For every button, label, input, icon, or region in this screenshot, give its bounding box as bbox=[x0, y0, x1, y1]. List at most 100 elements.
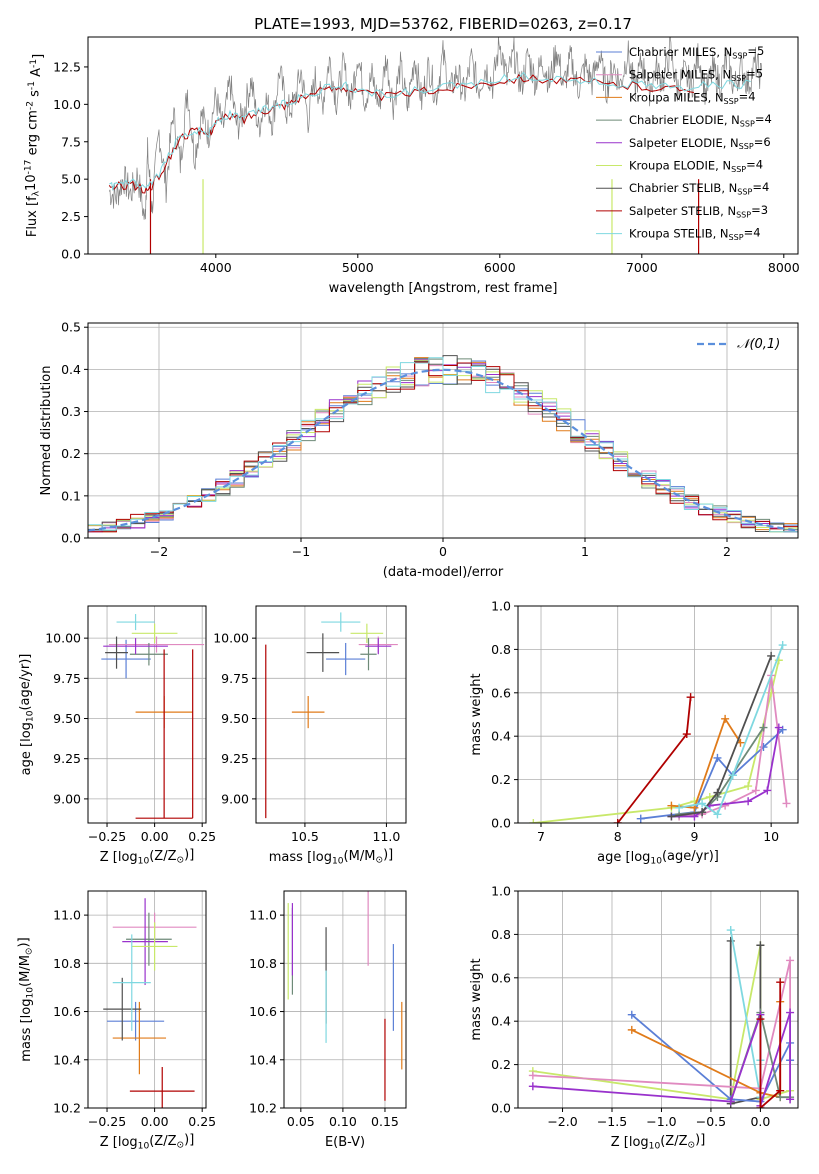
x-tick-label: 0.15 bbox=[371, 1114, 399, 1129]
plus-marker bbox=[778, 641, 787, 650]
plus-marker bbox=[667, 812, 676, 821]
normal-curve bbox=[88, 368, 798, 532]
plus-marker bbox=[726, 926, 735, 935]
axes-frame bbox=[87, 890, 207, 1109]
x-tick-label: 5000 bbox=[342, 260, 374, 275]
errorbar-point bbox=[360, 638, 377, 671]
x-tick-label: 7 bbox=[537, 829, 545, 844]
y-axis-label: mass weight bbox=[469, 673, 484, 755]
y-tick-label: 10.6 bbox=[53, 1004, 81, 1019]
plot-area bbox=[256, 606, 406, 823]
y-tick-label: 0.0 bbox=[61, 247, 81, 262]
weight-line bbox=[759, 982, 782, 1108]
errorbar-point bbox=[306, 633, 340, 672]
errorbar-point bbox=[135, 649, 194, 819]
plus-marker bbox=[786, 956, 795, 965]
errorbar-point bbox=[131, 922, 178, 971]
age_vs_mass-axes: 10.5 11.0 9.00 9.25 9.50 9.75 10.00 mass [log10… bbox=[213, 605, 407, 867]
x-tick-label: 1 bbox=[581, 544, 589, 559]
axes-layer: 4000 5000 6000 7000 80000.02.55.07.510.012.5… bbox=[17, 36, 800, 1152]
legend-label: Chabrier ELODIE, NSSP​=4 bbox=[629, 112, 772, 128]
errorbar-point bbox=[326, 642, 366, 676]
plus-marker bbox=[686, 693, 695, 702]
plus-marker bbox=[782, 799, 791, 808]
plus-marker bbox=[767, 651, 776, 660]
plus-marker bbox=[786, 1008, 795, 1017]
plot-area bbox=[518, 891, 798, 1108]
plot-content bbox=[529, 641, 791, 823]
errorbar-point bbox=[365, 638, 392, 655]
residual_hist-axes: −2 −1 0 1 2 0.0 0.1 0.2 0.3 0.4 0.5 (data-model)/er… bbox=[39, 320, 799, 580]
plot-area bbox=[518, 606, 798, 823]
plus-marker bbox=[726, 1097, 735, 1106]
histogram-step bbox=[88, 357, 798, 533]
legend-label: Salpeter STELIB, NSSP​=3 bbox=[629, 203, 768, 219]
x-tick-label: −1.0 bbox=[646, 1114, 676, 1129]
y-tick-label: 0.1 bbox=[61, 488, 81, 503]
axes-frame bbox=[517, 890, 799, 1109]
plot-area bbox=[284, 891, 406, 1108]
x-axis-label: E(B-V) bbox=[325, 1135, 365, 1150]
x-tick-label: −0.25 bbox=[88, 1114, 126, 1129]
x-tick-label: −2 bbox=[150, 544, 168, 559]
legend-label: Kroupa MILES, NSSP​=4 bbox=[629, 89, 756, 105]
plus-marker bbox=[627, 1010, 636, 1019]
legend-label: Kroupa ELODIE, NSSP​=4 bbox=[629, 157, 763, 173]
y-tick-label: 10.6 bbox=[249, 1004, 277, 1019]
errorbar-point bbox=[350, 623, 384, 643]
x-axis-label: Z [log10​(Z/Z⊙​)] bbox=[100, 1133, 195, 1152]
y-tick-label: 1.0 bbox=[491, 599, 511, 614]
y-tick-label: 0.2 bbox=[491, 1057, 511, 1072]
y-tick-label: 10.4 bbox=[249, 1052, 277, 1067]
y-axis-label: mass weight bbox=[469, 958, 484, 1040]
plus-marker bbox=[682, 730, 691, 739]
errorbar-point bbox=[116, 614, 155, 631]
x-axis-label: age [log10​(age/yr)] bbox=[597, 849, 719, 867]
plus-marker bbox=[528, 1082, 537, 1091]
x-tick-label: −1.5 bbox=[597, 1114, 627, 1129]
y-tick-label: 0.4 bbox=[491, 729, 511, 744]
x-tick-label: −0.5 bbox=[696, 1114, 726, 1129]
x-tick-label: 0.00 bbox=[141, 1114, 169, 1129]
x-tick-label: 10.5 bbox=[291, 829, 319, 844]
x-axis-label: mass [log10​(M/M⊙​)] bbox=[269, 848, 393, 867]
x-tick-label: 10 bbox=[763, 829, 779, 844]
weight_vs_age-axes: 7 8 9 10 0.0 0.2 0.4 0.6 0.8 1.0 age [log10​(age/y… bbox=[469, 599, 799, 867]
y-tick-label: 11.0 bbox=[53, 908, 81, 923]
y-axis-label: Normed distribution bbox=[39, 366, 54, 496]
x-tick-label: 0.05 bbox=[287, 1114, 315, 1129]
plus-marker bbox=[763, 786, 772, 795]
legend-label: Chabrier STELIB, NSSP​=4 bbox=[629, 180, 769, 196]
axes-frame bbox=[87, 36, 799, 255]
plot-content bbox=[101, 614, 205, 819]
plus-marker bbox=[776, 1086, 785, 1095]
y-tick-label: 1.0 bbox=[491, 884, 511, 899]
figure-title: PLATE=1993, MJD=53762, FIBERID=0263, z=0… bbox=[254, 15, 632, 33]
plus-marker bbox=[528, 1071, 537, 1080]
x-axis-label: wavelength [Angstrom, rest frame] bbox=[329, 281, 558, 296]
plot-content bbox=[287, 891, 403, 1101]
model-line bbox=[108, 73, 694, 194]
x-tick-label: −0.25 bbox=[88, 829, 126, 844]
plus-marker bbox=[786, 1095, 795, 1104]
plus-marker bbox=[721, 801, 730, 810]
x-tick-label: 8000 bbox=[768, 260, 800, 275]
y-tick-label: 9.25 bbox=[221, 751, 249, 766]
mass_vs_Z-axes: −0.25 0.00 0.25 10.2 10.4 10.6 10.8 11.0 Z [log1… bbox=[17, 890, 216, 1152]
y-tick-label: 10.0 bbox=[53, 97, 81, 112]
plot-content bbox=[265, 612, 398, 819]
y-tick-label: 9.00 bbox=[221, 791, 249, 806]
x-tick-label: 9 bbox=[690, 829, 698, 844]
y-tick-label: 0.4 bbox=[61, 362, 81, 377]
y-tick-label: 9.25 bbox=[53, 751, 81, 766]
errorbar-point bbox=[291, 696, 325, 729]
weight-line bbox=[671, 655, 773, 818]
legend-label: Kroupa STELIB, NSSP​=4 bbox=[629, 226, 761, 242]
x-tick-label: 6000 bbox=[484, 260, 516, 275]
plus-marker bbox=[774, 723, 783, 732]
plus-marker bbox=[675, 803, 684, 812]
plus-marker bbox=[529, 819, 538, 823]
plus-marker bbox=[756, 1104, 765, 1108]
y-tick-label: 10.4 bbox=[53, 1052, 81, 1067]
y-tick-label: 10.8 bbox=[53, 956, 81, 971]
